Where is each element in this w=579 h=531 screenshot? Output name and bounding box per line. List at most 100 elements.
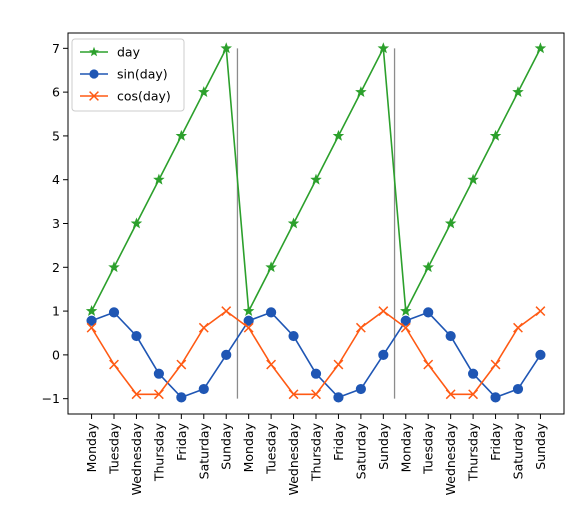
series-point-1-8 (266, 307, 277, 318)
series-point-0-12 (355, 86, 367, 98)
series-point-0-6 (220, 42, 232, 54)
x-tick-label-2: Wednesday (129, 422, 144, 495)
legend-marker-2 (89, 91, 99, 101)
series-point-2-1 (109, 359, 119, 370)
series-point-2-12 (355, 322, 366, 333)
series-point-1-1 (108, 307, 120, 318)
y-tick-label-1: 0 (52, 347, 60, 362)
series-line-1 (91, 311, 542, 399)
y-tick-label-3: 2 (52, 260, 60, 275)
series-point-0-9 (287, 217, 300, 229)
series-point-1-16 (445, 330, 456, 342)
x-tick-label-1: Tuesday (107, 422, 122, 474)
series-point-2-20 (535, 306, 546, 317)
x-tick-label-14: Monday (398, 422, 413, 472)
series-point-2-6 (221, 306, 232, 317)
series-point-1-4 (176, 392, 187, 403)
series-point-2-13 (378, 306, 389, 317)
series-point-1-14 (400, 315, 411, 326)
series-point-2-9 (288, 389, 299, 400)
x-tick-label-11: Friday (331, 422, 346, 460)
series-line-2 (90, 310, 541, 396)
x-tick-label-8: Tuesday (264, 422, 279, 474)
legend-box (71, 38, 185, 112)
series-point-0-13 (377, 42, 390, 54)
series-point-2-15 (423, 359, 434, 370)
x-tick-label-18: Friday (488, 422, 503, 460)
series-point-0-19 (512, 86, 524, 98)
y-tick-label-6: 5 (52, 128, 60, 143)
series-point-1-13 (378, 349, 389, 360)
x-tick-label-16: Wednesday (443, 422, 458, 495)
series-point-1-9 (288, 330, 299, 342)
series-point-0-17 (467, 173, 479, 185)
legend-label-0: day (117, 45, 141, 60)
series-point-1-10 (310, 368, 322, 379)
x-tick-label-7: Monday (241, 422, 256, 472)
x-tick-label-6: Sunday (219, 422, 234, 469)
x-tick-label-13: Sunday (376, 422, 391, 469)
x-tick-label-17: Thursday (466, 422, 481, 482)
series-point-0-3 (153, 173, 165, 185)
y-tick-label-4: 3 (52, 216, 60, 231)
series-point-2-14 (400, 322, 411, 333)
y-tick-label-2: 1 (52, 304, 60, 319)
series-point-1-17 (468, 368, 479, 379)
x-tick-label-19: Saturday (510, 422, 525, 479)
series-point-2-7 (243, 322, 254, 333)
series-point-2-0 (86, 322, 97, 333)
x-tick-label-5: Saturday (196, 422, 211, 479)
series-point-0-18 (489, 129, 502, 141)
series-point-1-12 (355, 383, 366, 395)
legend-marker-0 (89, 46, 99, 57)
series-point-2-4 (176, 359, 187, 370)
series-point-2-8 (266, 359, 277, 370)
series-point-0-5 (198, 86, 210, 98)
y-tick-label-0: −1 (42, 391, 60, 406)
x-tick-label-12: Saturday (353, 422, 368, 479)
x-tick-label-0: Monday (84, 422, 99, 472)
series-point-1-19 (512, 383, 524, 395)
x-tick-label-20: Sunday (533, 422, 548, 469)
series-point-0-1 (108, 261, 120, 273)
legend-marker-1 (89, 69, 99, 79)
series-point-1-20 (535, 349, 546, 360)
series-point-2-19 (513, 322, 523, 333)
series-point-0-15 (422, 261, 434, 273)
series-point-2-18 (490, 359, 501, 370)
x-tick-label-10: Thursday (309, 422, 324, 482)
x-tick-label-4: Friday (174, 422, 189, 460)
y-tick-label-7: 6 (52, 85, 60, 100)
series-point-2-3 (153, 389, 164, 400)
series-point-1-2 (131, 330, 142, 342)
series-point-2-17 (468, 389, 479, 400)
series-point-0-16 (444, 217, 457, 229)
series-point-2-11 (333, 359, 344, 370)
series-point-1-11 (333, 392, 344, 403)
x-tick-label-15: Tuesday (421, 422, 436, 474)
x-tick-label-3: Thursday (151, 422, 166, 482)
series-point-2-2 (131, 389, 142, 400)
series-point-0-20 (534, 42, 547, 54)
series-point-0-11 (332, 129, 345, 141)
series-point-2-10 (311, 389, 321, 400)
series-point-1-0 (86, 315, 97, 326)
series-point-0-8 (265, 261, 277, 273)
series-point-2-16 (445, 389, 456, 400)
series-point-1-7 (243, 315, 254, 326)
series-point-0-4 (175, 129, 188, 141)
legend-label-1: sin(day) (117, 67, 168, 82)
y-tick-label-5: 4 (52, 172, 60, 187)
series-point-0-0 (85, 305, 98, 316)
y-tick-label-8: 7 (52, 41, 60, 56)
series-point-0-14 (400, 305, 412, 316)
series-point-1-3 (153, 368, 164, 379)
series-point-1-6 (221, 349, 232, 360)
series-point-0-10 (310, 173, 322, 185)
series-point-0-2 (130, 217, 143, 229)
series-point-1-18 (490, 392, 501, 403)
series-point-1-5 (198, 383, 209, 395)
x-tick-label-9: Wednesday (286, 422, 301, 495)
